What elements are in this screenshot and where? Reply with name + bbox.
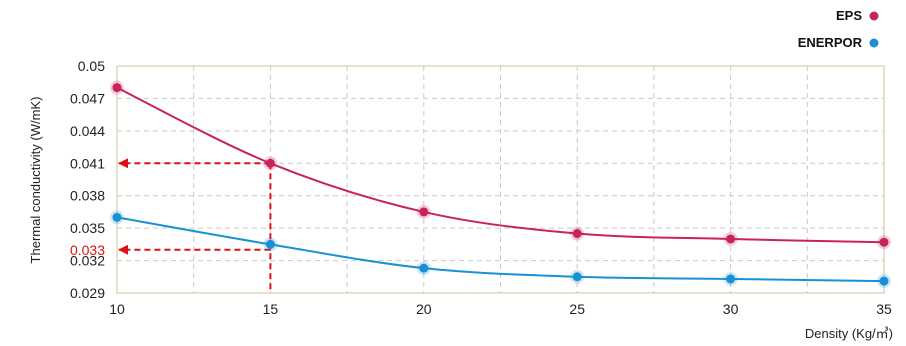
data-point-eps [112, 83, 122, 93]
data-point-eps [726, 234, 736, 244]
y-tick-label: 0.029 [70, 285, 105, 301]
legend-entry-enerpor: ENERPOR [798, 35, 863, 50]
legend: EPS ENERPOR [798, 8, 879, 50]
x-axis-label: Density (Kg/㎥) [805, 326, 893, 341]
data-point-enerpor [265, 239, 275, 249]
legend-marker-enerpor [869, 38, 879, 48]
legend-entry-eps: EPS [836, 8, 862, 23]
x-tick-label: 15 [263, 301, 279, 317]
x-tick-label: 25 [569, 301, 585, 317]
y-tick-label: 0.035 [70, 220, 105, 236]
y-tick-label: 0.038 [70, 188, 105, 204]
y-tick-label: 0.047 [70, 90, 105, 106]
tick-labels: 0.029 0.032 0.035 0.038 0.041 0.044 0.047 0.05 1… [70, 58, 892, 317]
data-point-eps [419, 207, 429, 217]
x-tick-label: 20 [416, 301, 432, 317]
data-point-eps [879, 237, 889, 247]
x-tick-label: 30 [723, 301, 739, 317]
y-tick-label: 0.05 [78, 58, 105, 74]
grid [116, 65, 885, 294]
y-tick-label: 0.044 [70, 123, 105, 139]
data-point-enerpor [419, 263, 429, 273]
x-tick-label: 35 [876, 301, 892, 317]
data-point-enerpor [112, 212, 122, 222]
series-line-eps [116, 86, 885, 244]
y-axis-label: Thermal conductivity (W/mK) [28, 97, 43, 264]
series-line-enerpor [116, 216, 885, 283]
y-tick-label: 0.041 [70, 155, 105, 171]
x-tick-label: 10 [109, 301, 125, 317]
data-point-enerpor [572, 272, 582, 282]
data-point-enerpor [726, 274, 736, 284]
data-point-eps [572, 229, 582, 239]
legend-marker-eps [869, 11, 879, 21]
annotations: 0.033 [70, 158, 272, 293]
annotation-label: 0.033 [70, 242, 105, 258]
y-tick-label: 0.032 [70, 253, 105, 269]
data-point-eps [265, 158, 275, 168]
series [110, 80, 891, 289]
data-point-enerpor [879, 276, 889, 286]
